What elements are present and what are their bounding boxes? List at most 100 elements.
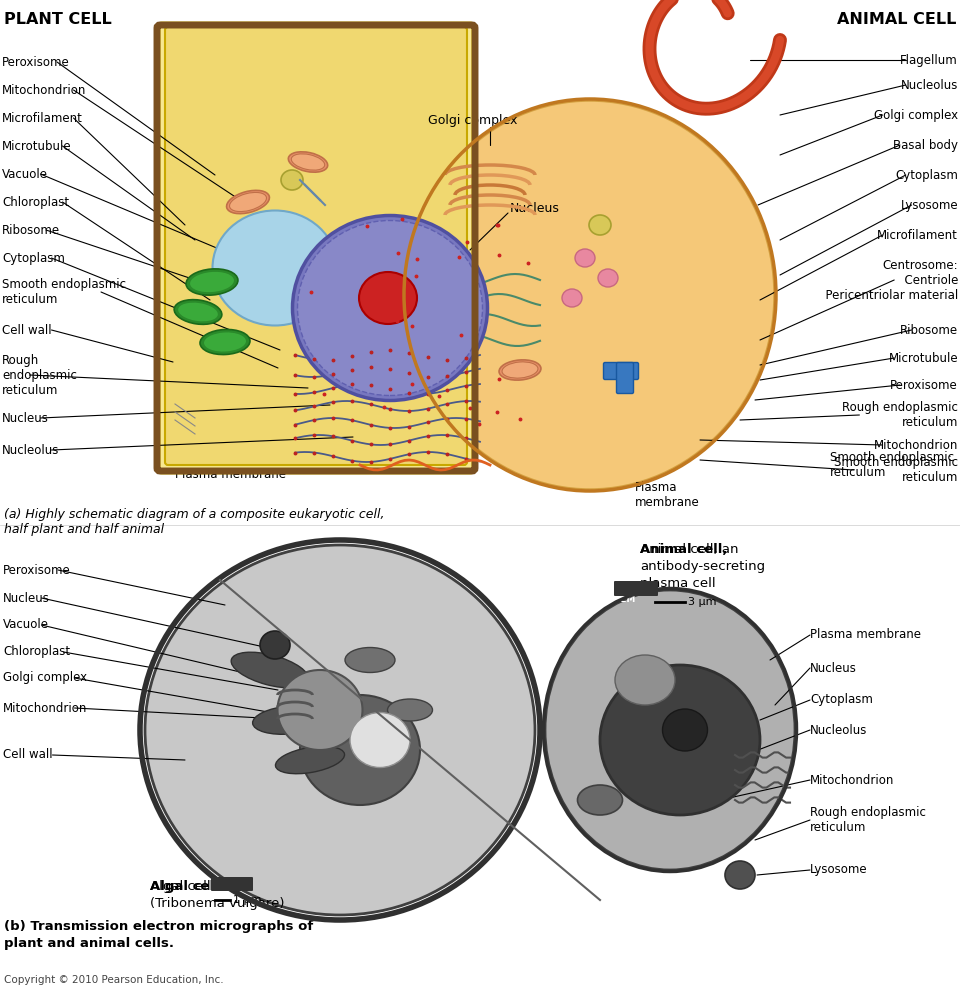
Ellipse shape [502,362,538,378]
Ellipse shape [725,861,755,889]
Ellipse shape [174,299,222,324]
Text: 3 μm: 3 μm [688,597,716,607]
Text: (b) Transmission electron micrographs of
plant and animal cells.: (b) Transmission electron micrographs of… [4,920,313,950]
Ellipse shape [145,545,535,915]
Text: Smooth endoplasmic
reticulum: Smooth endoplasmic reticulum [2,278,126,306]
FancyBboxPatch shape [165,27,467,465]
Text: Peroxisome: Peroxisome [3,564,71,577]
Ellipse shape [298,221,483,395]
Text: Copyright © 2010 Pearson Education, Inc.: Copyright © 2010 Pearson Education, Inc. [4,975,224,985]
Ellipse shape [405,100,775,490]
Ellipse shape [598,269,618,287]
Text: ANIMAL CELL: ANIMAL CELL [836,12,956,27]
Ellipse shape [562,289,582,307]
Ellipse shape [589,215,611,235]
Text: Centrosome:
  Centriole
  Pericentriolar material: Centrosome: Centriole Pericentriolar mat… [818,258,958,301]
Text: Chloroplast: Chloroplast [2,196,69,209]
Ellipse shape [578,785,622,815]
Text: Cell wall: Cell wall [2,323,52,336]
Text: Mitochondrion: Mitochondrion [3,702,87,715]
Text: Cytoplasm: Cytoplasm [895,169,958,182]
Ellipse shape [276,747,345,773]
Ellipse shape [212,211,338,325]
Text: Ribosome: Ribosome [2,224,60,237]
Text: Microfilament: Microfilament [2,112,83,125]
Text: Animal cell, an
antibody-secreting
plasma cell: Animal cell, an antibody-secreting plasm… [640,543,765,590]
Text: Smooth endoplasmic
reticulum: Smooth endoplasmic reticulum [834,456,958,484]
Ellipse shape [277,670,363,750]
Ellipse shape [600,665,760,815]
FancyBboxPatch shape [604,362,638,379]
Ellipse shape [615,655,675,705]
Text: TEM: TEM [212,890,233,899]
Ellipse shape [350,713,410,767]
Text: Vacuole: Vacuole [2,168,48,181]
Ellipse shape [359,272,417,324]
Text: Microtubule: Microtubule [888,351,958,364]
Ellipse shape [499,360,540,380]
Text: Rough endoplasmic
reticulum: Rough endoplasmic reticulum [842,401,958,429]
Ellipse shape [388,699,433,721]
Ellipse shape [204,332,246,351]
Text: Algal cell: Algal cell [150,880,219,893]
Ellipse shape [252,706,327,735]
Text: Basal body: Basal body [893,139,958,152]
Text: Vacuole: Vacuole [3,619,49,632]
Text: Plasma
membrane: Plasma membrane [635,481,700,509]
Text: Rough endoplasmic
reticulum: Rough endoplasmic reticulum [810,806,925,834]
FancyBboxPatch shape [616,362,634,393]
Text: Cytoplasm: Cytoplasm [2,251,65,264]
Ellipse shape [575,249,595,267]
Text: Plasma membrane: Plasma membrane [810,629,921,642]
Ellipse shape [281,170,303,190]
Text: Nucleolus: Nucleolus [900,79,958,92]
Ellipse shape [190,271,234,292]
Text: Rough
endoplasmic
reticulum: Rough endoplasmic reticulum [2,353,77,396]
Text: Nucleus: Nucleus [510,202,560,215]
FancyBboxPatch shape [614,581,658,596]
Text: Cytoplasm: Cytoplasm [810,694,873,707]
Ellipse shape [293,216,488,400]
Text: Peroxisome: Peroxisome [2,56,70,69]
Text: Golgi complex: Golgi complex [3,672,87,685]
Text: TEM: TEM [615,595,636,604]
Text: Golgi complex: Golgi complex [874,109,958,122]
Text: Nucleus: Nucleus [810,662,857,675]
Ellipse shape [545,590,795,870]
Text: Animal cell,: Animal cell, [640,543,728,556]
Ellipse shape [345,648,395,673]
Text: Mitochondrion: Mitochondrion [2,84,86,97]
Ellipse shape [200,329,250,354]
Ellipse shape [291,154,324,170]
Text: PLANT CELL: PLANT CELL [4,12,111,27]
Ellipse shape [179,302,218,321]
Text: 1 μm: 1 μm [233,895,261,905]
Text: Flagellum: Flagellum [900,54,958,67]
Text: Cell wall: Cell wall [3,748,53,761]
Ellipse shape [186,268,238,295]
Text: Microfilament: Microfilament [877,229,958,242]
Text: Algal cell
(Tribonema vulgare): Algal cell (Tribonema vulgare) [150,880,284,910]
Text: Lysosome: Lysosome [810,863,868,876]
FancyBboxPatch shape [211,877,253,891]
Ellipse shape [662,709,708,751]
Ellipse shape [288,152,327,173]
Text: Smooth endoplasmic
reticulum: Smooth endoplasmic reticulum [830,451,954,479]
Ellipse shape [300,695,420,805]
Text: Nucleus: Nucleus [3,592,50,605]
Text: (a) Highly schematic diagram of a composite eukaryotic cell,
half plant and half: (a) Highly schematic diagram of a compos… [4,508,385,536]
Text: Nucleolus: Nucleolus [2,443,60,456]
Text: Nucleolus: Nucleolus [810,724,868,737]
Text: Chloroplast: Chloroplast [3,646,70,659]
Text: Mitochondrion: Mitochondrion [874,438,958,451]
Text: Plasma membrane: Plasma membrane [175,467,286,480]
Text: Nucleus: Nucleus [2,411,49,424]
Text: Golgi complex: Golgi complex [428,114,517,127]
Ellipse shape [229,193,267,212]
Text: Lysosome: Lysosome [900,199,958,212]
Ellipse shape [260,631,290,659]
Text: Mitochondrion: Mitochondrion [810,773,895,786]
Ellipse shape [227,191,270,214]
Text: Microtubule: Microtubule [2,140,72,153]
FancyBboxPatch shape [158,24,474,472]
